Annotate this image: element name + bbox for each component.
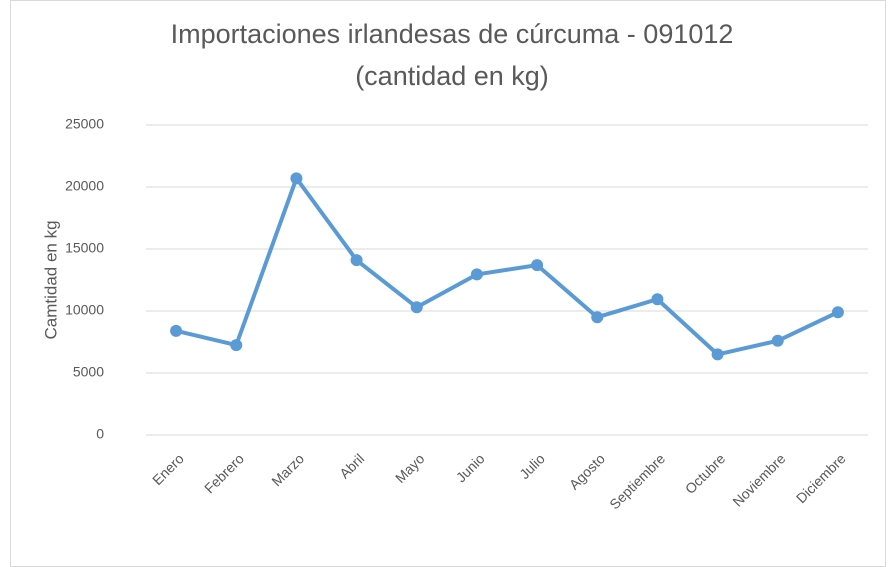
y-tick-label: 0 [96,426,104,442]
y-tick-label: 5000 [73,364,104,380]
point [350,254,363,267]
point [831,306,844,319]
point [651,293,664,306]
chart-frame [10,0,886,567]
point [591,311,604,324]
series-line [175,176,839,357]
point [170,324,183,337]
point [290,172,303,185]
y-tick-label: 10000 [65,302,104,318]
point [470,268,483,281]
point [230,339,243,352]
chart-title: (cantidad en kg) [355,61,549,91]
chart-title: Importaciones irlandesas de cúrcuma - 09… [171,19,734,49]
point [711,348,724,361]
y-tick-label: 20000 [65,178,104,194]
point [531,259,544,272]
y-tick-label: 15000 [65,240,104,256]
point [410,301,423,314]
y-axis-label: Camtidad en kg [41,220,60,339]
point [771,334,784,347]
y-tick-label: 25000 [65,116,104,132]
